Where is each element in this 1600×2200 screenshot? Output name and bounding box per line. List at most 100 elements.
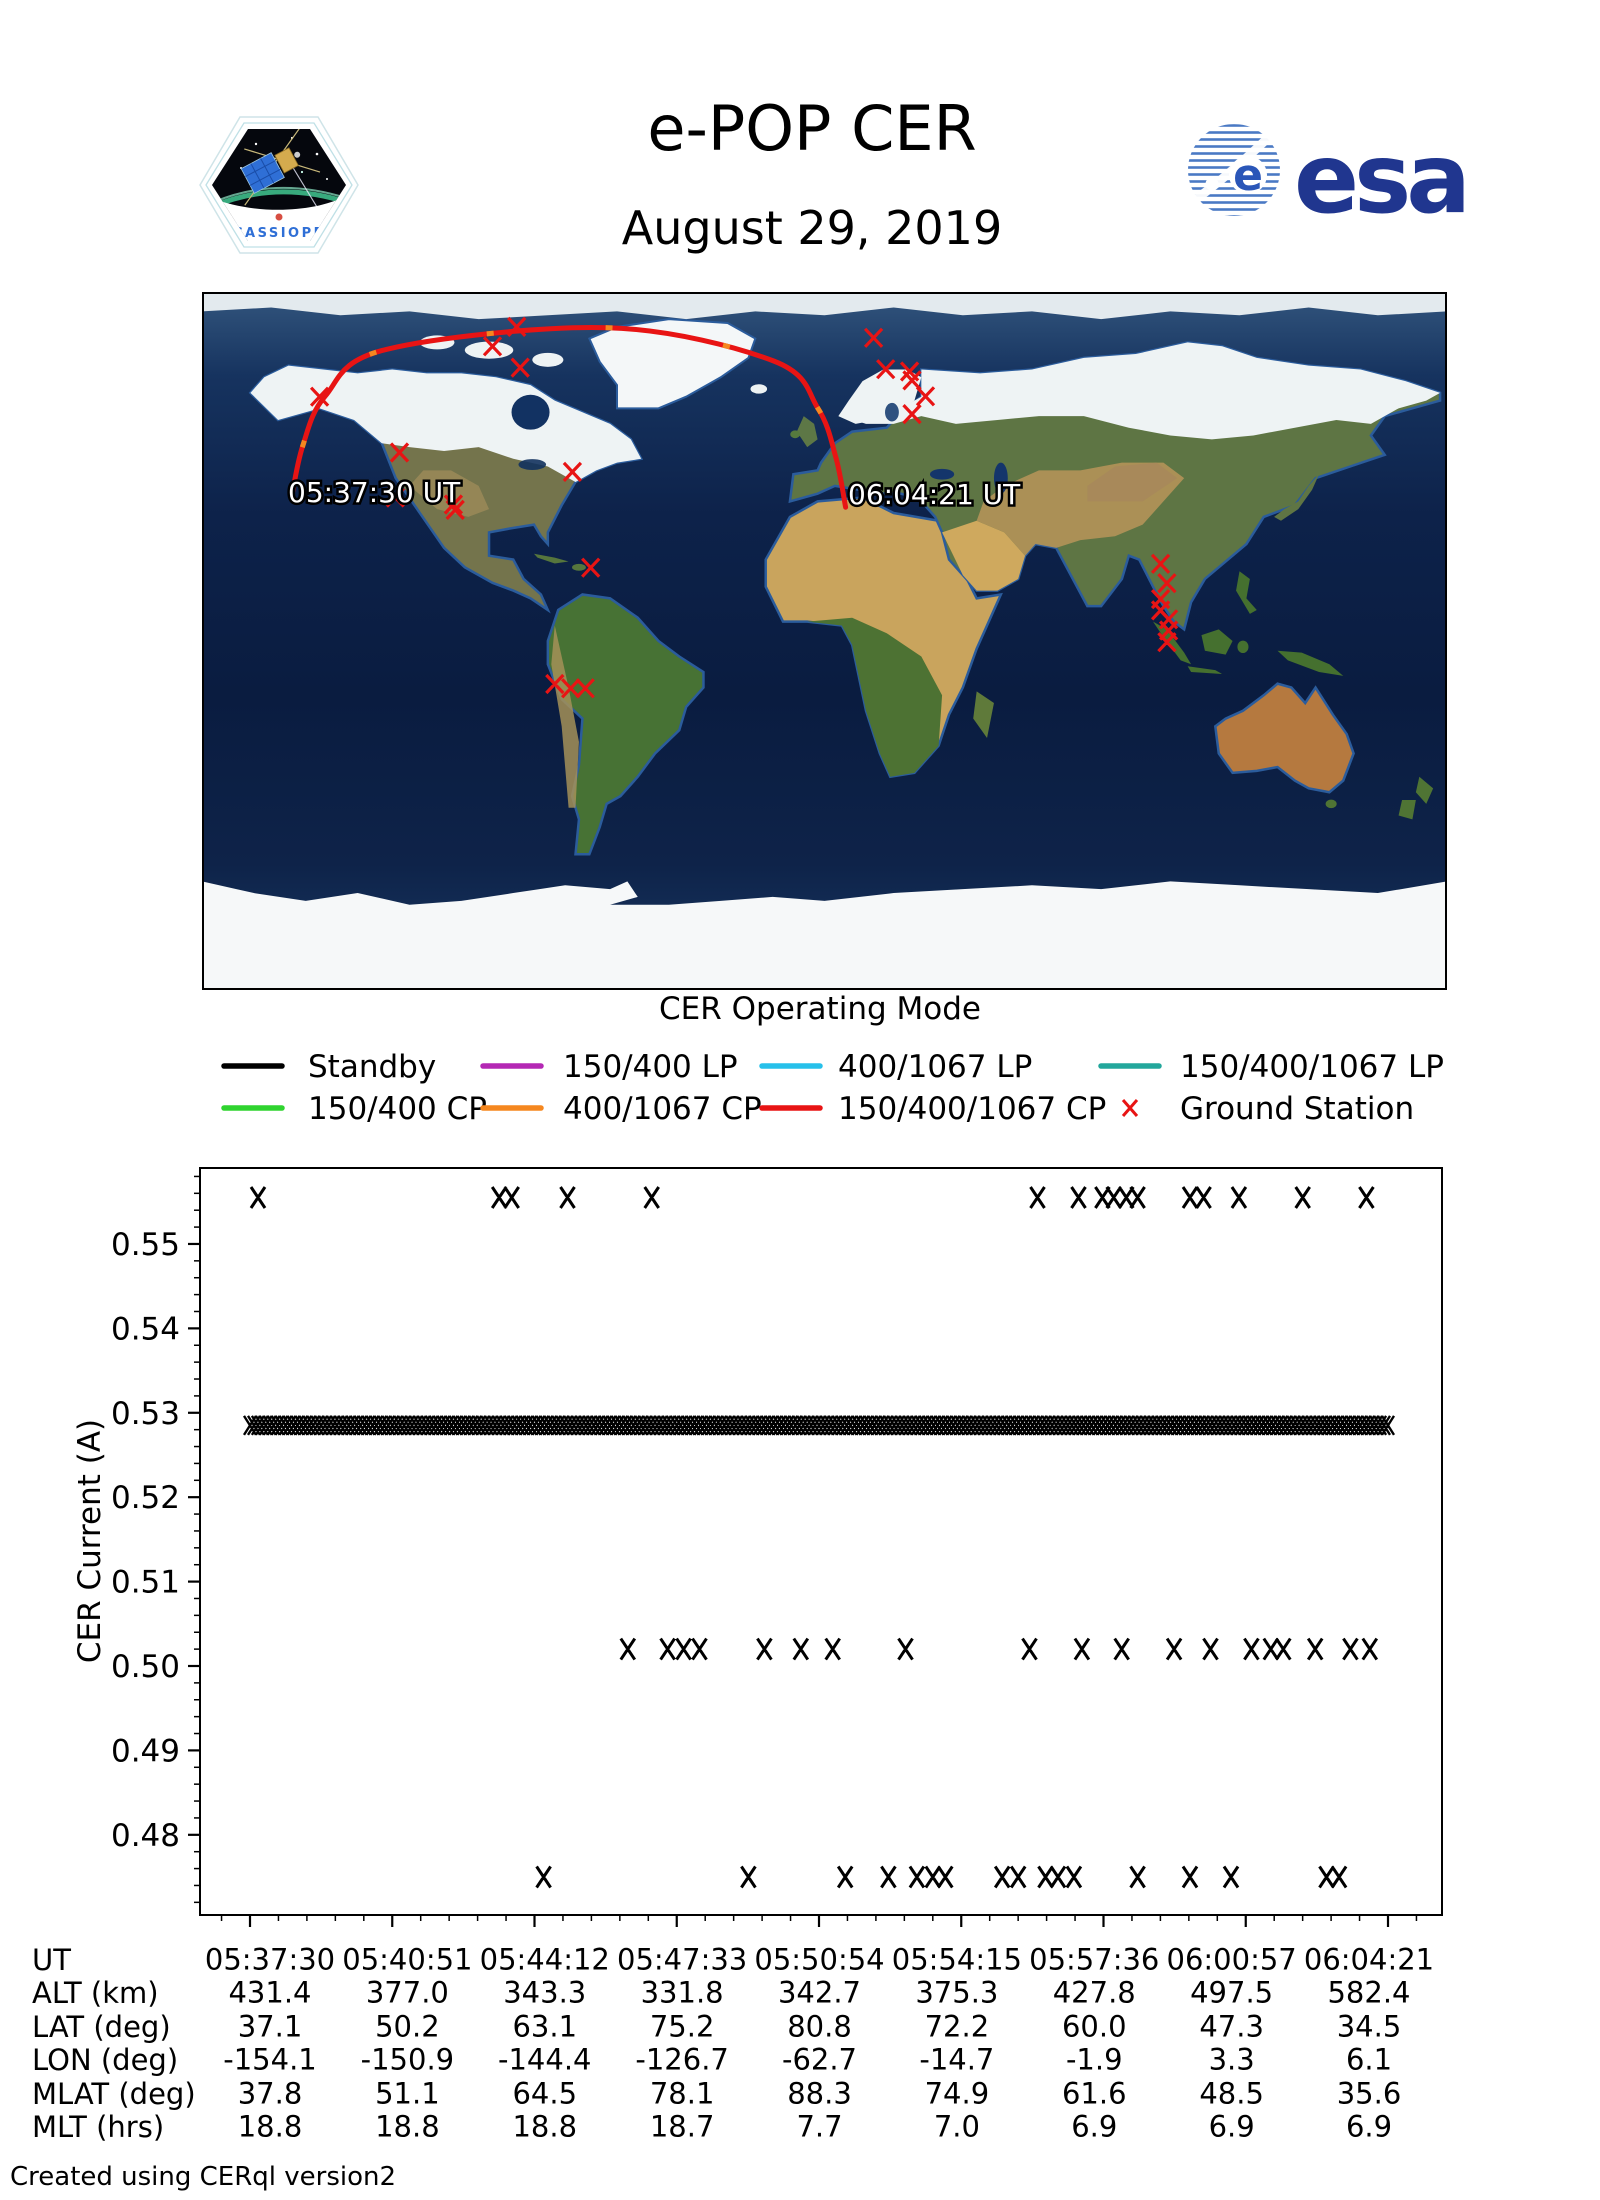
table-cell: 37.8	[237, 2075, 303, 2110]
table-cell: 78.1	[649, 2075, 715, 2110]
series-current-high	[249, 1186, 1375, 1209]
legend-item-label: 400/1067 CP	[563, 1091, 762, 1127]
map-border	[202, 292, 1447, 990]
table-cell: 37.1	[237, 2009, 303, 2044]
cassiope-logo: CASSIOPE	[199, 116, 359, 254]
y-tick-label: 0.53	[111, 1396, 180, 1432]
map-overlay: 05:37:30 UT 06:04:21 UT	[286, 316, 1179, 699]
table-cell: 331.8	[640, 1975, 724, 2010]
table-row-label: MLT (hrs)	[32, 2110, 165, 2144]
table-row-label: LAT (deg)	[32, 2009, 171, 2044]
legend-title: CER Operating Mode	[659, 991, 981, 1027]
table-cell: 80.8	[787, 2009, 852, 2044]
table-cell: 60.0	[1061, 2009, 1127, 2044]
cassiope-wordmark: CASSIOPE	[233, 226, 325, 241]
table-cell: 6.9	[1208, 2109, 1255, 2144]
patch-aurora	[213, 189, 346, 209]
series-current-low	[535, 1865, 1348, 1889]
legend-x-marker-icon	[1121, 1099, 1139, 1117]
y-tick-label: 0.51	[111, 1565, 180, 1601]
cer-current-chart: 0.55 0.54 0.53 0.52 0.51 0.50 0.49 0.48 CER Cur…	[72, 1167, 1443, 1927]
world-map: 05:37:30 UT 06:04:21 UT	[202, 292, 1447, 990]
table-cell: 34.5	[1336, 2009, 1402, 2044]
y-tick-label: 0.50	[111, 1649, 180, 1685]
series-current-main-band	[242, 1415, 1396, 1436]
y-axis-label: CER Current (A)	[72, 1419, 108, 1663]
esa-wordmark: esa	[1294, 123, 1466, 228]
table-cell: 431.4	[228, 1975, 312, 2010]
table-cell: 3.3	[1208, 2042, 1255, 2077]
table-cell: 343.3	[503, 1975, 587, 2010]
legend-item-label: 150/400 LP	[563, 1049, 738, 1085]
table-cell: 35.6	[1336, 2075, 1402, 2110]
track-end-time-label: 06:04:21 UT	[848, 478, 1021, 511]
table-cell: -1.9	[1065, 2042, 1123, 2077]
table-cell: 497.5	[1190, 1975, 1274, 2010]
table-cell: 51.1	[375, 2075, 440, 2110]
y-tick-label: 0.55	[111, 1227, 180, 1263]
table-cell: 72.2	[924, 2009, 990, 2044]
table-cell: 74.9	[924, 2075, 990, 2110]
axis-ticks: 0.55 0.54 0.53 0.52 0.51 0.50 0.49 0.48	[111, 1175, 1418, 1927]
table-cell: -150.9	[360, 2042, 455, 2077]
table-cell: 6.9	[1071, 2109, 1118, 2144]
patch-csa-mark	[275, 213, 283, 221]
series-current-mid	[619, 1637, 1379, 1661]
patch-satellite	[240, 129, 321, 206]
patch-border-line	[205, 122, 353, 248]
table-cell: -62.7	[781, 2042, 858, 2077]
table-cell: 64.5	[512, 2075, 578, 2110]
table-cell: 18.8	[375, 2109, 440, 2144]
y-tick-label: 0.48	[111, 1818, 180, 1854]
plot-frame	[199, 1167, 1443, 1916]
y-tick-label: 0.49	[111, 1733, 180, 1769]
y-tick-label: 0.52	[111, 1480, 180, 1516]
table-cell: 75.2	[649, 2009, 715, 2044]
table-cell: 342.7	[777, 1975, 862, 2010]
table-row-label: LON (deg)	[32, 2043, 179, 2078]
map-arctic-ice	[202, 292, 1447, 320]
page-title: e-POP CER	[647, 92, 977, 165]
track-start-time-label: 05:37:30 UT	[288, 476, 461, 509]
ground-station-markers	[309, 316, 1179, 699]
svg-text:e: e	[1233, 150, 1263, 201]
table-cell: 61.6	[1061, 2075, 1127, 2110]
esa-logo: e esa	[1188, 123, 1471, 228]
table-cell: -14.7	[919, 2042, 995, 2077]
table-cell: 377.0	[365, 1975, 449, 2010]
y-tick-label: 0.54	[111, 1311, 180, 1347]
table-row-label: MLAT (deg)	[32, 2076, 196, 2111]
legend-item-label: 400/1067 LP	[838, 1049, 1032, 1085]
table-cell: 50.2	[375, 2009, 440, 2044]
table-cell: 48.5	[1199, 2075, 1264, 2110]
legend-item-label: Standby	[308, 1049, 436, 1085]
table-cell: 6.1	[1345, 2042, 1393, 2077]
table-cell: -154.1	[223, 2042, 317, 2077]
table-cell: 18.8	[237, 2109, 303, 2144]
table-cell: 6.9	[1345, 2109, 1393, 2144]
table-cell: 427.8	[1052, 1975, 1136, 2010]
table-cell: 18.7	[649, 2109, 715, 2144]
map-antarctica	[202, 881, 1447, 990]
legend-item-label: 150/400/1067 CP	[838, 1091, 1106, 1127]
table-cell: 88.3	[787, 2075, 852, 2110]
mode-legend: CER Operating Mode Standby 150/400 LP 400/…	[221, 991, 1444, 1127]
table-cell: 7.7	[796, 2109, 843, 2144]
scatter-markers	[242, 1186, 1396, 1889]
table-cell: -144.4	[498, 2042, 592, 2077]
table-cell: 375.3	[915, 1975, 999, 2010]
table-cell: 582.4	[1327, 1975, 1411, 2010]
satellite-track-alt-mode	[289, 324, 849, 508]
credit-note: Created using CERql version2	[10, 2162, 397, 2192]
legend-item-label: 150/400/1067 LP	[1180, 1049, 1444, 1085]
legend-item-label: 150/400 CP	[308, 1091, 487, 1127]
table-cell: 47.3	[1199, 2009, 1264, 2044]
page-date: August 29, 2019	[621, 201, 1003, 255]
table-cell: -126.7	[635, 2042, 729, 2077]
legend-item-label: Ground Station	[1180, 1091, 1414, 1127]
table-cell: 63.1	[512, 2009, 578, 2044]
table-cell: 18.8	[512, 2109, 578, 2144]
table-cell: 7.0	[933, 2109, 980, 2144]
table-row-label: ALT (km)	[32, 1976, 159, 2011]
